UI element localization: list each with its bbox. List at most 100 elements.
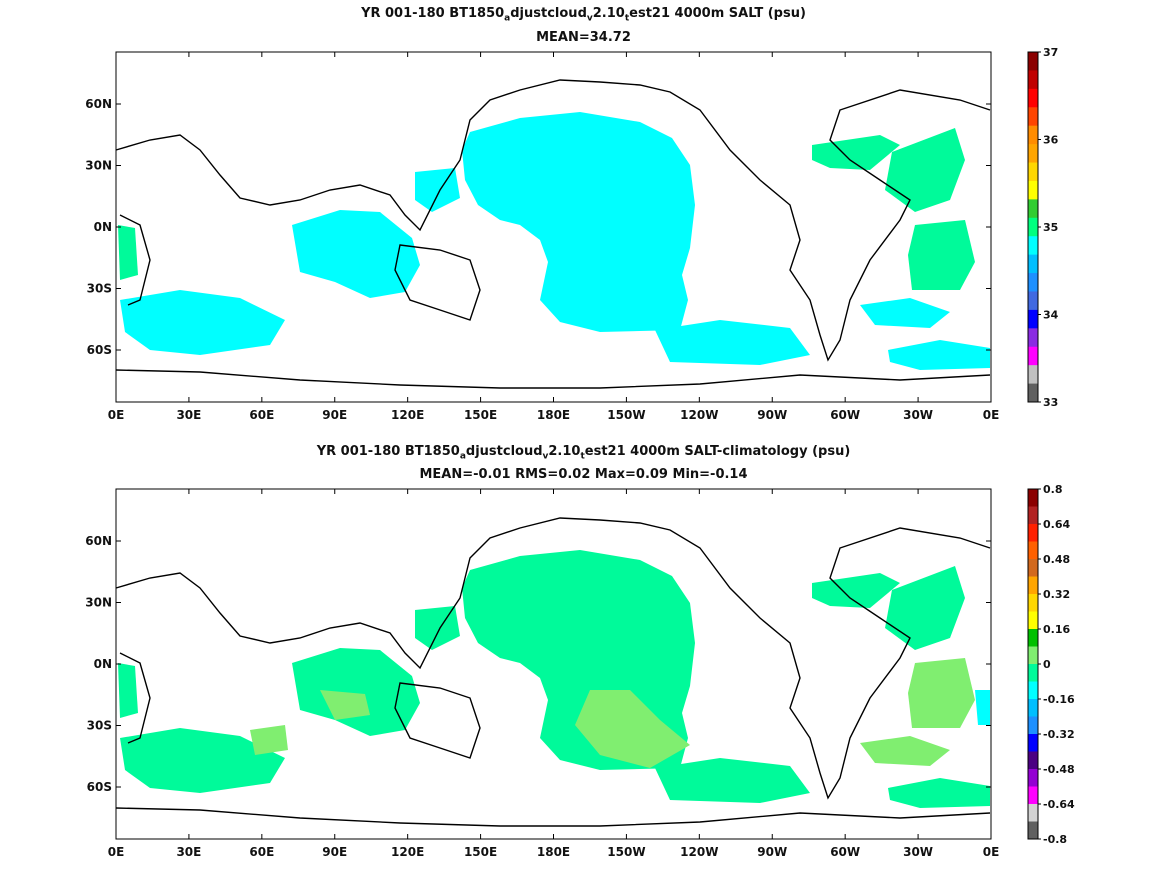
bottom-anom-light3 [250, 725, 288, 755]
bottom-anom-wpac [415, 606, 460, 650]
colorbar-swatch [1028, 125, 1038, 145]
bottom-anom-southern-indian [120, 728, 285, 793]
bottom-anom-light1 [575, 690, 690, 768]
bottom-anom-indian [292, 648, 420, 736]
bottom-anom-natl [812, 573, 900, 608]
colorbar-swatch [1028, 254, 1038, 274]
top-coast-africa [119, 214, 151, 306]
x-tick-label: 30W [903, 845, 933, 859]
top-coast-australia [394, 244, 481, 321]
colorbar-swatch [1028, 365, 1038, 385]
top-salt-npacific [462, 112, 695, 332]
bottom-y-ticks: 60N 30N 0N 30S 60S [85, 534, 991, 794]
x-tick-label: 90E [322, 845, 347, 859]
colorbar-swatch [1028, 559, 1038, 577]
colorbar-swatch [1028, 821, 1038, 840]
colorbar-tick-label: 0.16 [1043, 623, 1070, 636]
colorbar-swatch [1028, 611, 1038, 630]
x-tick-label: 60E [249, 408, 274, 422]
top-salt-southern-indian [120, 290, 285, 355]
bottom-anom-southern-pac [655, 758, 810, 803]
y-tick-label: 30N [85, 159, 112, 173]
colorbar-swatch [1028, 751, 1038, 770]
colorbar-tick-label: 0.48 [1043, 553, 1070, 566]
top-coast-eurasia [115, 79, 991, 362]
bottom-anom-sth-atl-e [888, 778, 990, 808]
top-map-fills [118, 112, 990, 370]
colorbar-swatch [1028, 664, 1038, 682]
x-tick-label: 150E [464, 845, 497, 859]
bottom-stats: MEAN=-0.01 RMS=0.02 Max=0.09 Min=-0.14 [419, 467, 748, 482]
x-tick-label: 180E [537, 845, 570, 859]
colorbar-swatch [1028, 162, 1038, 182]
x-tick-label: 90W [757, 408, 787, 422]
colorbar-tick-label: 36 [1043, 134, 1059, 147]
colorbar-swatch [1028, 107, 1038, 127]
bottom-map-fills [118, 550, 990, 808]
top-salt-indian [292, 210, 420, 298]
bottom-anom-wind [118, 663, 138, 718]
bottom-coast-africa [119, 652, 151, 744]
colorbar-tick-label: 0.64 [1043, 518, 1070, 531]
top-x-ticks: 0E 30E 60E 90E 120E 150E 180E 150W 120W 90W 60W 30W… [108, 52, 1000, 422]
y-tick-label: 30S [87, 282, 112, 296]
colorbar-tick-label: 33 [1043, 396, 1058, 409]
bottom-colorbar: 0.8 0.64 0.48 0.32 0.16 0 -0.16 -0.32 -0.48 -0.64… [1027, 483, 1075, 846]
colorbar-swatch [1028, 716, 1038, 735]
colorbar-swatch [1028, 144, 1038, 164]
colorbar-tick-label: 0 [1043, 658, 1051, 671]
top-salt-wpac [415, 168, 460, 212]
x-tick-label: 0E [108, 845, 125, 859]
x-tick-label: 0E [983, 408, 1000, 422]
top-salt-southern-pac [655, 320, 810, 365]
colorbar-swatch [1028, 383, 1038, 403]
colorbar-swatch [1028, 699, 1038, 717]
colorbar-tick-label: -0.64 [1043, 798, 1075, 811]
x-tick-label: 0E [983, 845, 1000, 859]
x-tick-label: 120E [391, 408, 424, 422]
top-stats: MEAN=34.72 [536, 30, 631, 45]
bottom-coastlines [115, 517, 991, 827]
top-coastlines [115, 79, 991, 389]
colorbar-swatch [1028, 328, 1038, 348]
colorbar-swatch [1028, 346, 1038, 366]
colorbar-swatch [1028, 489, 1038, 507]
colorbar-tick-label: 35 [1043, 221, 1058, 234]
bottom-anom-right [975, 690, 990, 725]
colorbar-swatch [1028, 217, 1038, 237]
colorbar-swatch [1028, 541, 1038, 560]
y-tick-label: 60S [87, 343, 112, 357]
y-tick-label: 30S [87, 719, 112, 733]
colorbar-swatch [1028, 180, 1038, 200]
colorbar-swatch [1028, 273, 1038, 292]
bottom-coast-australia [394, 682, 481, 759]
top-salt-wind [118, 225, 138, 280]
bottom-anom-light2 [320, 690, 370, 720]
colorbar-swatch [1028, 734, 1038, 752]
x-tick-label: 60E [249, 845, 274, 859]
x-tick-label: 150W [607, 845, 645, 859]
bottom-coast-eurasia [115, 517, 991, 800]
colorbar-swatch [1028, 769, 1038, 787]
bottom-anom-satl [908, 658, 975, 728]
top-colorbar: 37 36 35 34 33 [1027, 46, 1059, 409]
x-tick-label: 120E [391, 845, 424, 859]
colorbar-swatch [1028, 646, 1038, 665]
colorbar-swatch [1028, 199, 1038, 219]
colorbar-swatch [1028, 576, 1038, 595]
y-tick-label: 60N [85, 534, 112, 548]
x-tick-label: 150E [464, 408, 497, 422]
colorbar-swatch [1028, 52, 1038, 71]
top-salt-natl-east [885, 128, 965, 212]
colorbar-swatch [1028, 786, 1038, 805]
colorbar-swatch [1028, 804, 1038, 822]
x-tick-label: 30E [176, 845, 201, 859]
colorbar-tick-label: -0.16 [1043, 693, 1075, 706]
x-tick-label: 180E [537, 408, 570, 422]
colorbar-tick-label: 0.32 [1043, 588, 1070, 601]
colorbar-swatch [1028, 506, 1038, 525]
x-tick-label: 60W [830, 408, 860, 422]
colorbar-tick-label: -0.8 [1043, 833, 1067, 846]
bottom-title: YR 001-180 BT1850adjustcloudv2.10test21 … [316, 444, 851, 462]
top-title: YR 001-180 BT1850adjustcloudv2.10test21 … [361, 6, 806, 24]
